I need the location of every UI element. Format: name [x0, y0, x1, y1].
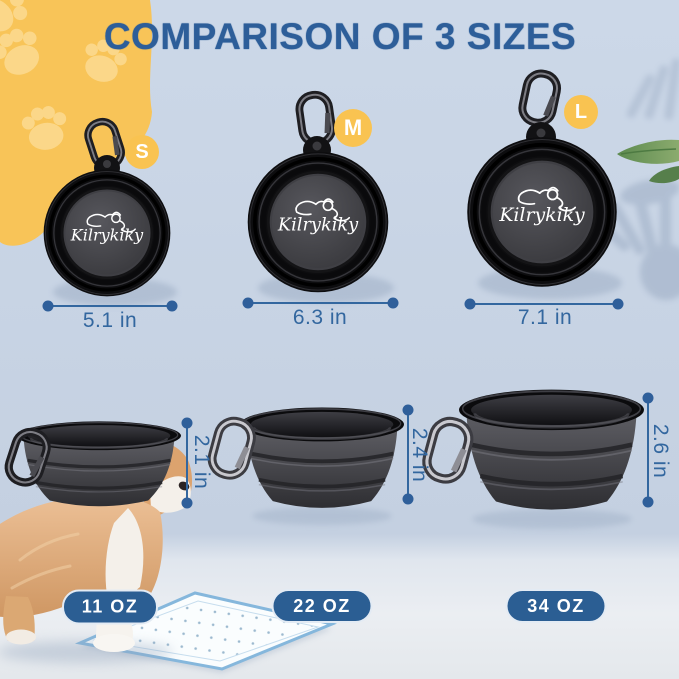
bowl-top-medium — [248, 93, 394, 303]
height-measure-large — [642, 392, 654, 508]
bowl-top-small — [41, 118, 177, 306]
capacity-badge-l: 34 OZ — [505, 589, 607, 623]
size-badge-s: S — [125, 135, 159, 169]
diameter-label-l: 7.1 in — [517, 306, 573, 329]
height-label-m: 2.4 in — [408, 427, 431, 483]
bowl-side-large — [423, 390, 644, 529]
diameter-label-m: 6.3 in — [292, 306, 348, 329]
diameter-measure-large — [464, 298, 624, 310]
plant-leaf — [617, 139, 679, 184]
height-measure-small — [181, 417, 193, 509]
size-badge-m: M — [334, 109, 372, 147]
height-label-l: 2.6 in — [649, 423, 672, 479]
diameter-measure-small — [42, 300, 178, 312]
height-measure-medium — [402, 404, 414, 505]
capacity-badge-s: 11 OZ — [62, 589, 158, 625]
page-title: COMPARISON OF 3 SIZES — [103, 16, 577, 57]
bowl-side-medium — [209, 405, 406, 525]
height-label-s: 2.1 in — [190, 434, 213, 490]
diameter-label-s: 5.1 in — [82, 309, 138, 332]
size-badge-l: L — [564, 95, 598, 129]
capacity-badge-m: 22 OZ — [271, 589, 373, 623]
yellow-blob — [0, 0, 152, 246]
bowl-top-large — [467, 71, 622, 299]
diameter-measure-medium — [242, 297, 399, 309]
